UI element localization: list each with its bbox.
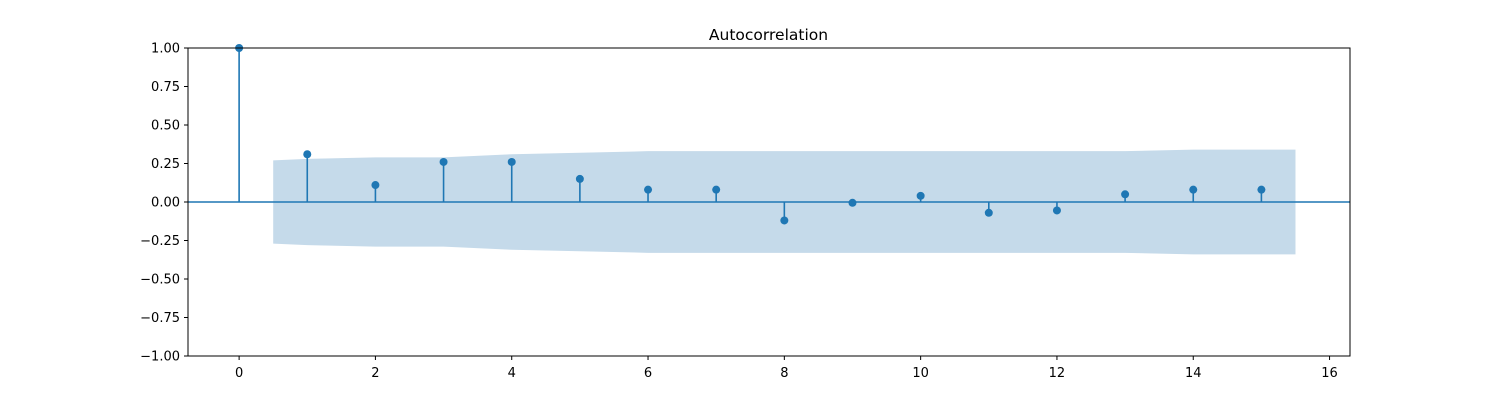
stem-layer [235, 44, 1266, 225]
y-tick-label: −0.75 [140, 311, 180, 326]
x-tick-label: 10 [912, 366, 929, 381]
x-tick-label: 16 [1321, 366, 1338, 381]
stem-marker [712, 185, 721, 194]
x-tick-label: 4 [508, 366, 516, 381]
y-tick-label: −1.00 [140, 350, 180, 365]
x-tick-label: 6 [644, 366, 652, 381]
chart-title: Autocorrelation [709, 26, 828, 44]
x-tick-label: 2 [371, 366, 379, 381]
stem-marker [507, 157, 516, 166]
stem-marker [848, 198, 857, 207]
x-tick-label: 8 [780, 366, 788, 381]
x-tick-label: 0 [235, 366, 243, 381]
stem-marker [439, 157, 448, 166]
stem-marker [1189, 185, 1198, 194]
y-tick-label: 1.00 [151, 42, 180, 57]
x-tick-label: 12 [1049, 366, 1066, 381]
y-axis-ticks: 1.00 0.75 0.50 0.25 0.00 −0.25 −0.50 −0.75 −1.00 [140, 42, 188, 365]
stem-marker [371, 181, 380, 190]
y-tick-label: 0.00 [151, 196, 180, 211]
stem-marker [984, 208, 993, 217]
stem-marker [575, 174, 584, 183]
y-tick-label: −0.25 [140, 234, 180, 249]
y-tick-label: 0.25 [151, 157, 180, 172]
y-tick-label: 0.75 [151, 80, 180, 95]
x-axis-ticks: 0 2 4 6 8 10 12 14 16 [235, 356, 1338, 381]
stem-marker [644, 185, 653, 194]
stem-marker [1257, 185, 1266, 194]
x-tick-label: 14 [1185, 366, 1202, 381]
stem-marker [916, 191, 925, 200]
stem-marker [1121, 190, 1130, 199]
y-tick-label: −0.50 [140, 273, 180, 288]
stem-marker [1052, 206, 1061, 215]
stem-marker [780, 216, 789, 225]
stem-marker [303, 150, 312, 159]
y-tick-label: 0.50 [151, 119, 180, 134]
